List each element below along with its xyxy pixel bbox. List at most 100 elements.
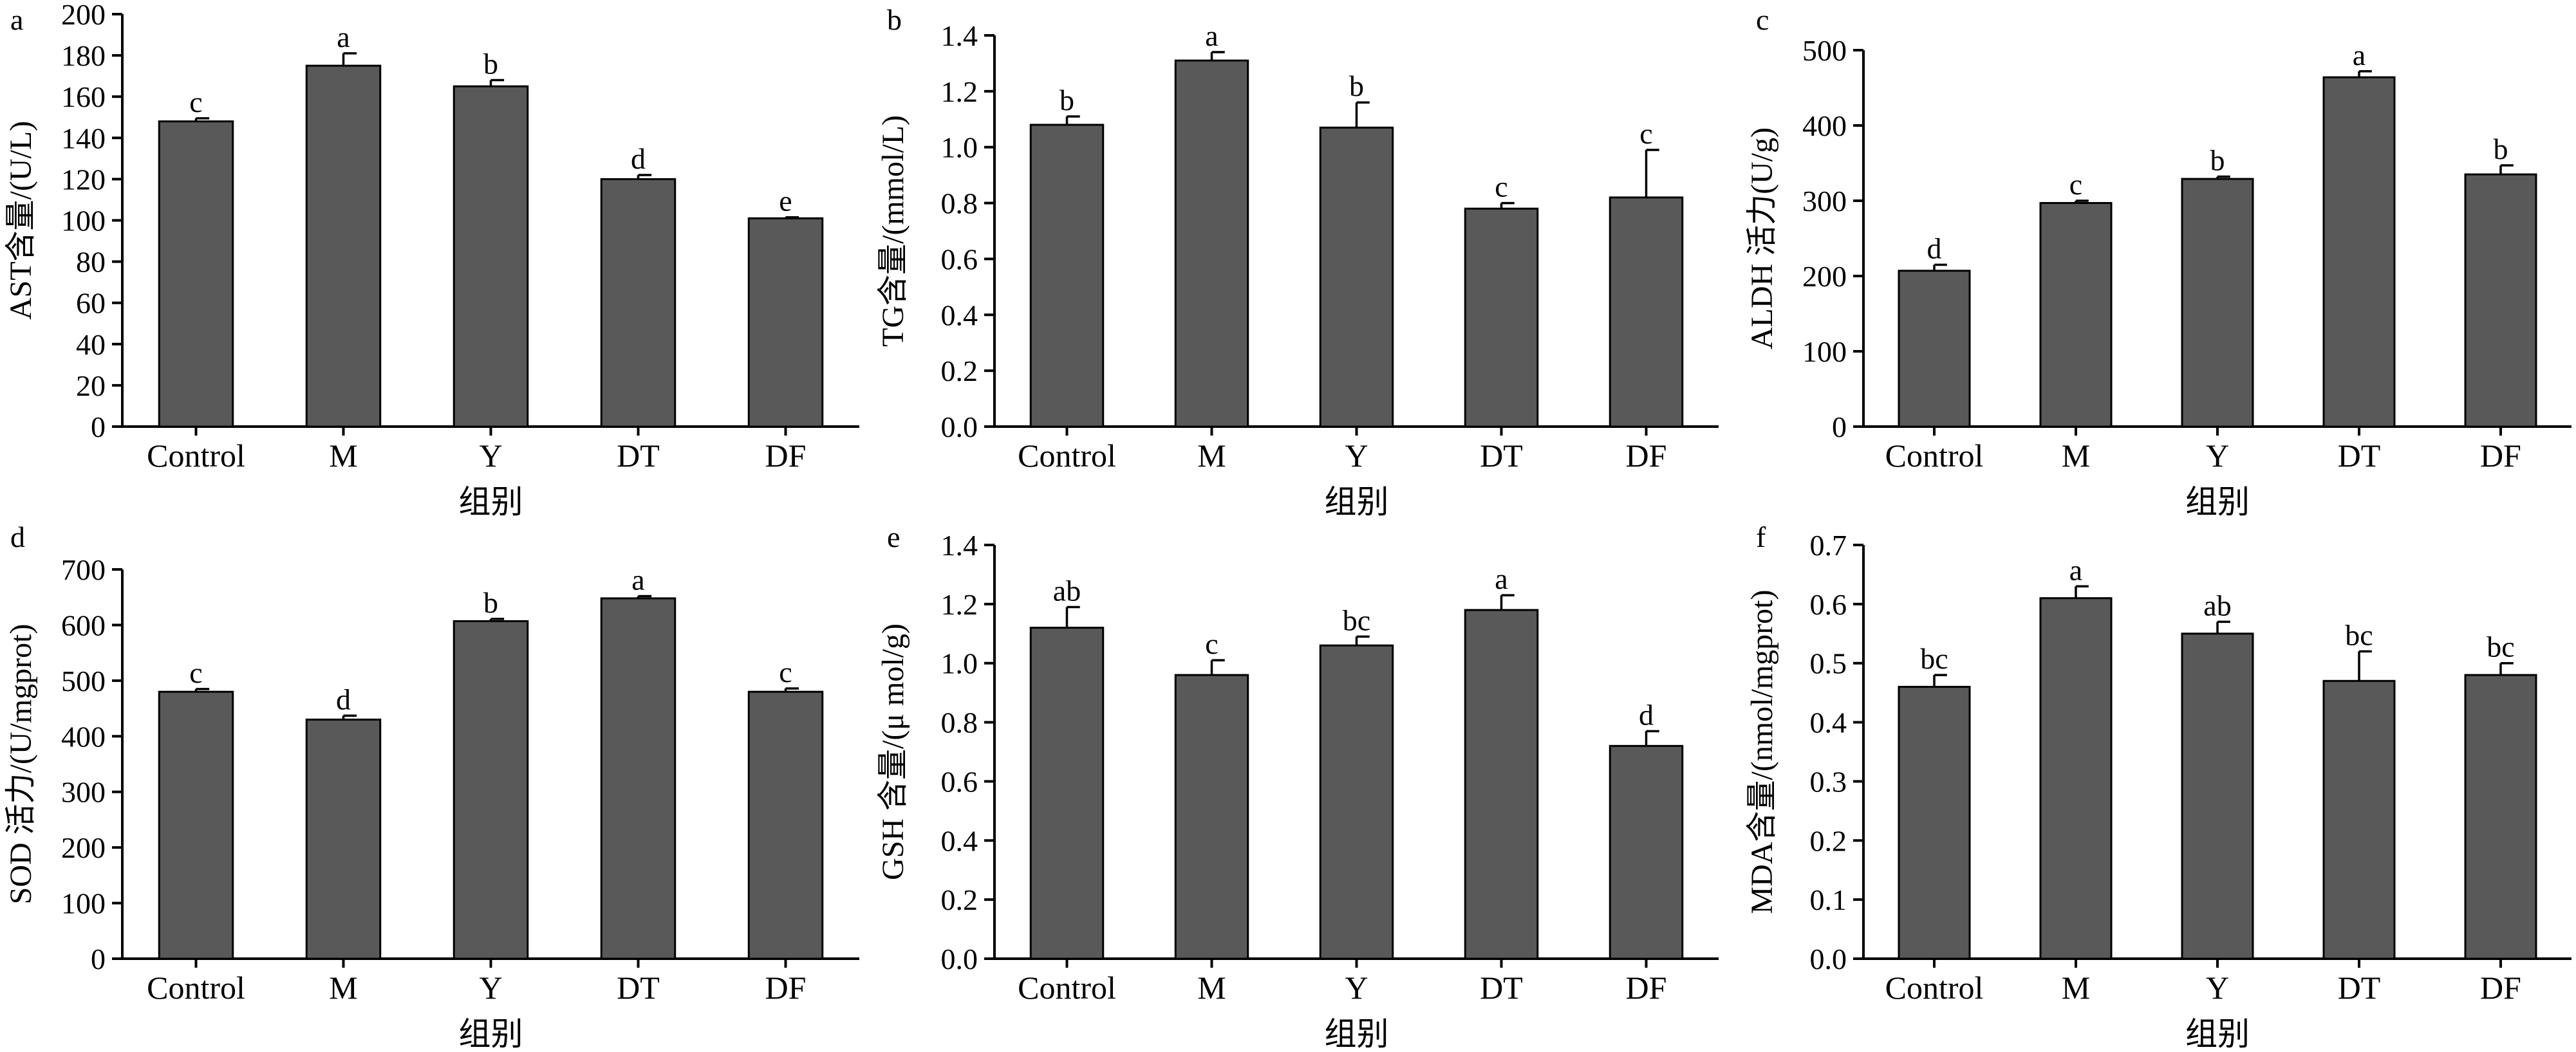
bar-m	[305, 64, 382, 428]
y-tick-label: 100	[61, 887, 106, 920]
x-category-label: DF	[765, 970, 807, 1006]
x-category-label: DT	[2338, 970, 2381, 1006]
significance-label: c	[1639, 117, 1652, 150]
significance-label: b	[2494, 133, 2508, 165]
bar-df	[747, 217, 824, 428]
y-tick-label: 0.6	[941, 243, 978, 275]
y-tick-label: 180	[61, 39, 106, 72]
x-axis-title: 组别	[1325, 484, 1389, 520]
significance-label: d	[336, 683, 351, 715]
panel-letter: e	[887, 521, 900, 553]
y-tick-label: 300	[1802, 185, 1847, 217]
y-tick-label: 700	[61, 553, 106, 586]
y-tick-label: 80	[76, 246, 106, 279]
y-tick-label: 0.5	[1810, 647, 1847, 680]
y-tick-label: 0.6	[1810, 588, 1847, 621]
x-category-label: DT	[617, 970, 660, 1006]
chart-panel-f: f 0.0 0.1 0.2 0.3 0.4 0.5 0.6 0.7 bc Control a Mab Yb…	[1745, 521, 2571, 1052]
x-category-label: DT	[1480, 438, 1523, 474]
x-axis-title: 组别	[459, 484, 523, 520]
y-axis-title: AST含量/(U/L)	[4, 121, 38, 320]
y-axis-title: GSH 含量/(μ mol/g)	[876, 623, 910, 880]
chart-panel-e: e 0.0 0.2 0.4 0.6 0.8 1.0 1.2 1.4 ab Control c Mbc Ya…	[876, 521, 1719, 1052]
significance-label: c	[189, 86, 202, 118]
y-tick-label: 0.0	[941, 943, 978, 975]
significance-label: c	[189, 656, 202, 689]
y-tick-label: 0.6	[941, 765, 978, 798]
x-category-label: DF	[1626, 970, 1667, 1006]
significance-label: a	[631, 563, 644, 596]
y-tick-label: 0	[1832, 411, 1847, 443]
y-tick-label: 120	[61, 163, 106, 196]
x-category-label: Y	[2206, 438, 2229, 474]
significance-label: a	[1205, 19, 1218, 52]
y-tick-label: 0.3	[1810, 765, 1847, 798]
x-category-label: Control	[147, 438, 245, 474]
significance-label: bc	[1920, 642, 1948, 675]
y-tick-label: 1.4	[941, 529, 978, 562]
bar-y	[453, 85, 529, 428]
bar-y	[453, 620, 529, 960]
y-tick-label: 0.0	[1810, 943, 1847, 975]
bar-m	[1174, 59, 1249, 428]
x-category-label: Y	[1345, 970, 1368, 1006]
significance-label: d	[1639, 698, 1654, 731]
significance-label: a	[337, 21, 350, 53]
y-tick-label: 160	[61, 80, 106, 113]
x-category-label: Control	[1885, 438, 1984, 474]
significance-label: c	[1205, 627, 1218, 660]
x-category-label: DF	[765, 438, 807, 474]
y-tick-label: 0.2	[941, 355, 978, 387]
x-axis-title: 组别	[1325, 1016, 1389, 1052]
x-category-label: DF	[1626, 438, 1667, 474]
significance-label: ab	[1053, 574, 1081, 607]
x-category-label: Y	[479, 438, 502, 474]
x-category-label: M	[329, 438, 357, 474]
significance-label: c	[2069, 168, 2082, 201]
significance-label: a	[2353, 39, 2366, 71]
x-category-label: Control	[147, 970, 245, 1006]
y-tick-label: 0.8	[941, 187, 978, 220]
significance-label: b	[483, 586, 498, 619]
significance-label: b	[2210, 144, 2225, 177]
significance-label: bc	[1343, 604, 1370, 636]
y-tick-label: 0.0	[941, 411, 978, 443]
y-tick-label: 1.2	[941, 588, 978, 621]
y-tick-label: 0.2	[941, 883, 978, 916]
bar-m	[1174, 674, 1249, 960]
x-category-label: M	[329, 970, 357, 1006]
x-category-label: DF	[2480, 970, 2521, 1006]
y-tick-label: 300	[61, 776, 106, 809]
y-tick-label: 0.1	[1810, 883, 1847, 916]
y-tick-label: 0.2	[1810, 824, 1847, 857]
y-tick-label: 200	[61, 0, 106, 31]
y-tick-label: 0.4	[941, 299, 978, 331]
panel-letter: a	[10, 3, 23, 36]
panel-letter: f	[1756, 521, 1766, 553]
bar-y	[2181, 178, 2254, 428]
y-axis-title: SOD 活力/(U/mgprot)	[4, 624, 38, 905]
bar-y	[2181, 632, 2254, 960]
bar-control	[158, 690, 234, 960]
bar-df	[747, 690, 824, 960]
y-tick-label: 100	[61, 205, 106, 237]
bar-control	[1029, 124, 1105, 428]
bar-y	[1319, 126, 1394, 428]
panel-letter: c	[1756, 3, 1769, 36]
y-tick-label: 600	[61, 609, 106, 641]
x-axis-title: 组别	[2185, 1016, 2250, 1052]
y-tick-label: 1.0	[941, 131, 978, 164]
y-tick-label: 1.0	[941, 647, 978, 680]
x-category-label: Y	[1345, 438, 1368, 474]
bar-dt	[600, 597, 677, 960]
x-category-label: M	[2062, 970, 2090, 1006]
x-category-label: Control	[1018, 970, 1116, 1006]
significance-label: ab	[2203, 589, 2231, 622]
significance-label: c	[779, 656, 792, 688]
bar-m	[2039, 202, 2113, 428]
bar-df	[1609, 744, 1684, 960]
chart-panel-c: c 0 100 200 300 400 500 d Control c Mb Ya DT b DF 组别 ALD…	[1745, 3, 2571, 520]
bar-control	[1029, 627, 1105, 960]
bar-dt	[1464, 609, 1539, 960]
significance-label: d	[1927, 232, 1942, 264]
